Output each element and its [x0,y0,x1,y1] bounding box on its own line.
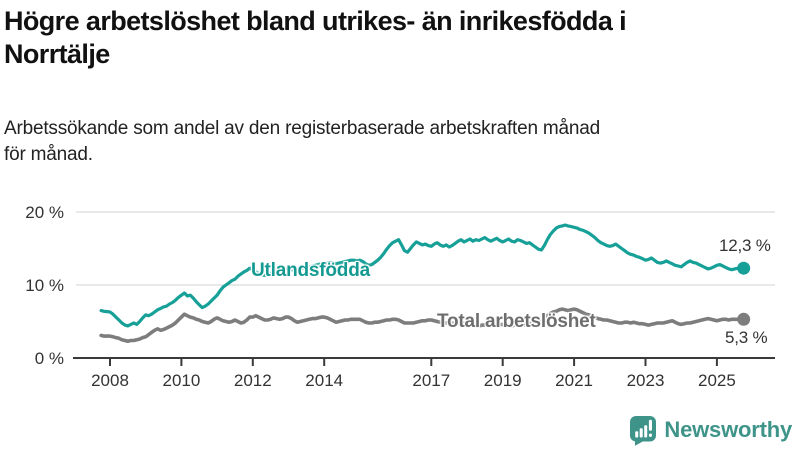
x-tick-label-2014: 2014 [305,371,343,390]
x-tick-label-2012: 2012 [234,371,272,390]
chart-subtitle: Arbetssökande som andel av den registerb… [4,116,796,168]
end-value-label-total: 5,3 % [725,328,768,347]
series-end-dot-utlandsf-dda [737,261,751,275]
newsworthy-speech-bubble-bar-chart-icon [630,415,657,446]
x-tick-label-2019: 2019 [484,371,522,390]
series-label-total-arbetsloshet: Total arbetslöshet [437,311,596,332]
x-tick-label-2021: 2021 [555,371,593,390]
y-tick-label-0: 0 % [35,349,64,368]
chart-title-line-1: Högre arbetslöshet bland utrikes- än inr… [4,6,627,36]
series-line-total-arbetsl-shet [99,307,746,344]
series-end-dot-total-arbetsl-shet [737,312,751,326]
chart-subtitle-line-2: för månad. [4,144,93,166]
x-tick-label-2010: 2010 [162,371,200,390]
x-tick-label-2008: 2008 [91,371,129,390]
chart-title: Högre arbetslöshet bland utrikes- än inr… [4,5,796,71]
newsworthy-logo: Newsworthy [629,414,792,446]
end-value-label-utlandsfodda: 12,3 % [719,236,771,255]
x-tick-label-2023: 2023 [627,371,665,390]
series-label-utlandsfodda: Utlandsfödda [251,260,370,281]
newsworthy-logo-text: Newsworthy [664,417,792,442]
chart-title-line-2: Norrtälje [4,38,110,69]
y-tick-label-20: 20 % [25,203,64,222]
y-tick-label-10: 10 % [25,276,64,295]
series-line-utlandsf-dda [99,223,746,328]
x-tick-label-2025: 2025 [698,371,736,390]
x-tick-label-2017: 2017 [412,371,450,390]
chart-subtitle-line-1: Arbetssökande som andel av den registerb… [4,118,601,139]
